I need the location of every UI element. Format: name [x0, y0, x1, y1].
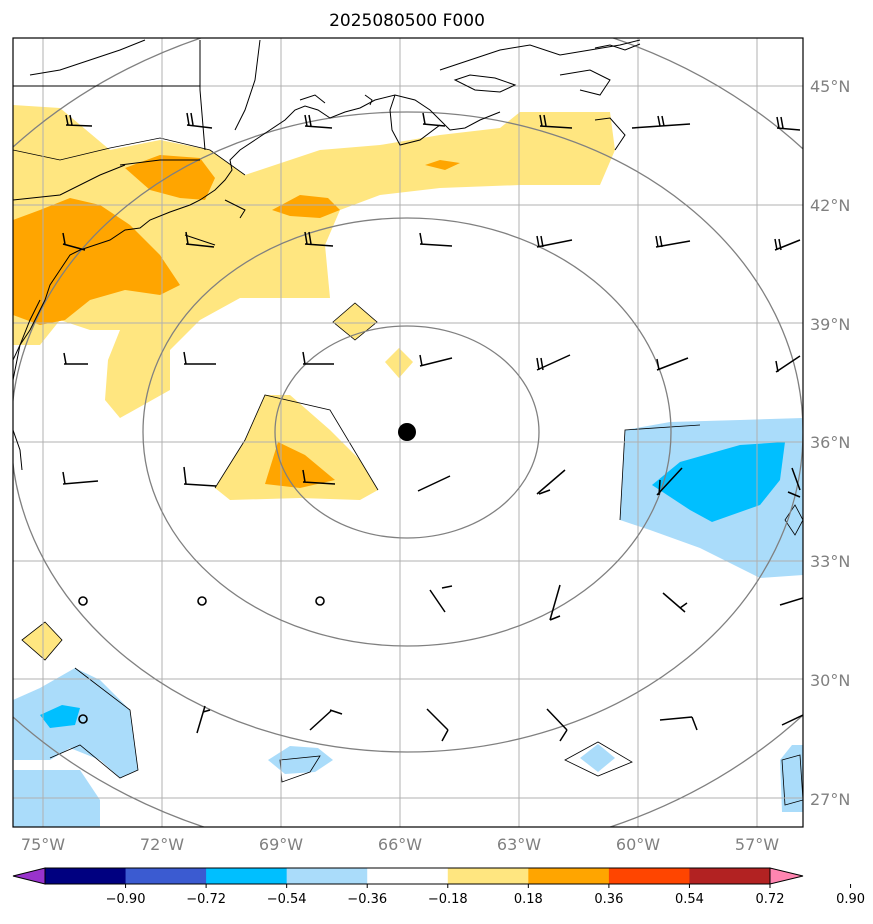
- range-rings: [13, 38, 803, 827]
- colorbar-tick-label: −0.72: [186, 892, 226, 907]
- colorbar-bin: [528, 868, 610, 884]
- lon-label: 66°W: [378, 835, 422, 854]
- shading-positive-light: [13, 105, 615, 660]
- lon-label: 69°W: [259, 835, 303, 854]
- lat-label: 42°N: [810, 196, 850, 215]
- lon-label: 60°W: [616, 835, 660, 854]
- lon-label: 63°W: [497, 835, 541, 854]
- colorbar-bin: [206, 868, 288, 884]
- lon-label: 72°W: [140, 835, 184, 854]
- coastlines: [13, 39, 641, 471]
- colorbar-frame: [44, 867, 771, 885]
- colorbar-tick-label: 0.54: [675, 892, 704, 907]
- contour-lines: [13, 137, 803, 806]
- lat-label: 30°N: [810, 671, 850, 690]
- colorbar-tick-label: −0.90: [106, 892, 146, 907]
- map-frame: [12, 37, 804, 828]
- calm-wind-markers: [78, 596, 325, 724]
- lat-label: 36°N: [810, 433, 850, 452]
- map-area: [13, 38, 803, 827]
- colorbar-bin: [608, 868, 690, 884]
- colorbar-bin: [45, 868, 127, 884]
- lon-label: 75°W: [21, 835, 65, 854]
- colorbar-tick-label: 0.72: [756, 892, 785, 907]
- lat-label: 39°N: [810, 315, 850, 334]
- lat-label: 45°N: [810, 77, 850, 96]
- lat-label: 27°N: [810, 790, 850, 809]
- colorbar-tick-label: 0.90: [836, 892, 865, 907]
- colorbar-tick-label: −0.54: [267, 892, 307, 907]
- colorbar-extend-max: [769, 867, 804, 885]
- shading-positive-strong: [13, 155, 460, 488]
- colorbar-bin: [367, 868, 449, 884]
- colorbar-bin: [447, 868, 529, 884]
- figure-title: 2025080500 F000: [329, 11, 485, 31]
- longitude-labels: 75°W 72°W 69°W 66°W 63°W 60°W 57°W: [21, 835, 779, 854]
- colorbar-extend-min: [12, 867, 46, 885]
- gridlines: [13, 38, 803, 827]
- storm-center-marker: [398, 423, 416, 441]
- lon-label: 57°W: [735, 835, 779, 854]
- lat-label: 33°N: [810, 552, 850, 571]
- colorbar: −0.90 −0.72 −0.54 −0.36 −0.18 0.18 0.36 0.54 0.7…: [12, 867, 865, 907]
- colorbar-tick-label: −0.36: [347, 892, 387, 907]
- shading-negative-strong: [40, 442, 785, 728]
- colorbar-tick-label: −0.18: [428, 892, 468, 907]
- colorbar-bin: [286, 868, 368, 884]
- colorbar-tick-label: 0.36: [594, 892, 623, 907]
- colorbar-bin: [689, 868, 771, 884]
- wind-barbs: [62, 112, 803, 742]
- colorbar-tick-label: 0.18: [514, 892, 543, 907]
- colorbar-bin: [125, 868, 207, 884]
- latitude-labels: 27°N 30°N 33°N 36°N 39°N 42°N 45°N: [810, 77, 850, 809]
